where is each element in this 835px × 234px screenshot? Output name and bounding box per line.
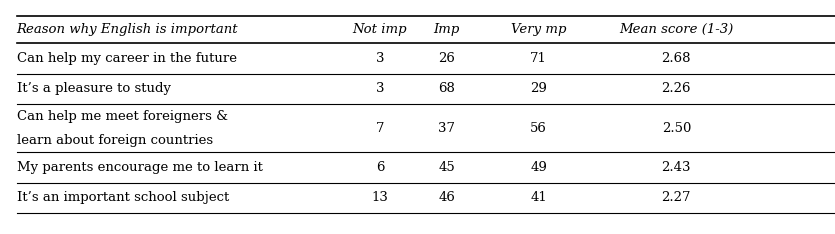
Text: 2.68: 2.68 bbox=[661, 52, 691, 65]
Text: 26: 26 bbox=[438, 52, 455, 65]
Text: 68: 68 bbox=[438, 82, 455, 95]
Text: 49: 49 bbox=[530, 161, 547, 174]
Text: 2.43: 2.43 bbox=[661, 161, 691, 174]
Text: Can help me meet foreigners &: Can help me meet foreigners & bbox=[17, 110, 228, 123]
Text: 7: 7 bbox=[376, 122, 384, 135]
Text: My parents encourage me to learn it: My parents encourage me to learn it bbox=[17, 161, 262, 174]
Text: Can help my career in the future: Can help my career in the future bbox=[17, 52, 236, 65]
Text: 3: 3 bbox=[376, 52, 384, 65]
Text: 71: 71 bbox=[530, 52, 547, 65]
Text: 41: 41 bbox=[530, 191, 547, 204]
Text: 2.50: 2.50 bbox=[661, 122, 691, 135]
Text: Not imp: Not imp bbox=[352, 23, 407, 36]
Text: 45: 45 bbox=[438, 161, 455, 174]
Text: Imp: Imp bbox=[433, 23, 460, 36]
Text: 6: 6 bbox=[376, 161, 384, 174]
Text: 2.26: 2.26 bbox=[661, 82, 691, 95]
Text: 2.27: 2.27 bbox=[661, 191, 691, 204]
Text: Mean score (1-3): Mean score (1-3) bbox=[620, 23, 733, 36]
Text: learn about foreign countries: learn about foreign countries bbox=[17, 134, 213, 147]
Text: 29: 29 bbox=[530, 82, 547, 95]
Text: 37: 37 bbox=[438, 122, 455, 135]
Text: It’s an important school subject: It’s an important school subject bbox=[17, 191, 229, 204]
Text: Reason why English is important: Reason why English is important bbox=[17, 23, 238, 36]
Text: 46: 46 bbox=[438, 191, 455, 204]
Text: It’s a pleasure to study: It’s a pleasure to study bbox=[17, 82, 170, 95]
Text: 13: 13 bbox=[372, 191, 388, 204]
Text: Very mp: Very mp bbox=[511, 23, 566, 36]
Text: 56: 56 bbox=[530, 122, 547, 135]
Text: 3: 3 bbox=[376, 82, 384, 95]
